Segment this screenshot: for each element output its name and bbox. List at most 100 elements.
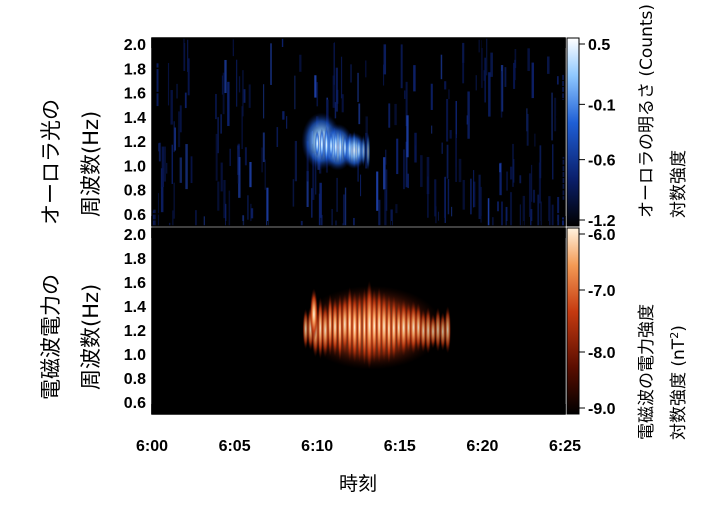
aurora-stripe [361, 134, 366, 167]
noise-streak [500, 71, 503, 118]
colorbar-tick-label: -6.0 [588, 227, 616, 244]
noise-streak [487, 198, 490, 226]
noise-streak [247, 195, 249, 220]
noise-streak [481, 40, 483, 88]
noise-streak [407, 173, 409, 189]
noise-streak [335, 67, 338, 112]
noise-streak [458, 158, 462, 183]
noise-streak [350, 64, 352, 83]
noise-streak [333, 42, 335, 85]
noise-streak [167, 63, 170, 106]
noise-streak [262, 132, 265, 163]
noise-streak [513, 62, 516, 89]
em-power-stripe [309, 288, 318, 341]
aurora-stripe [328, 132, 334, 159]
noise-streak [353, 217, 355, 226]
noise-streak [440, 54, 443, 80]
noise-streak [282, 111, 285, 120]
noise-streak [526, 113, 529, 146]
noise-streak [554, 97, 557, 132]
noise-streak [510, 166, 513, 180]
noise-streak [276, 127, 279, 147]
em-power-stripe [390, 295, 398, 361]
em-power-stripe [356, 291, 363, 363]
noise-streak [176, 83, 178, 99]
noise-streak [185, 144, 188, 190]
noise-streak [384, 189, 387, 226]
x-tick-label: 6:05 [219, 438, 251, 455]
noise-streak [294, 75, 296, 110]
noise-streak [385, 149, 387, 165]
noise-streak [547, 56, 550, 74]
noise-streak [492, 217, 494, 226]
noise-streak [157, 193, 160, 226]
noise-streak [357, 72, 359, 103]
noise-streak [223, 180, 226, 219]
noise-streak [383, 64, 385, 86]
noise-streak [388, 103, 391, 128]
noise-streak [435, 206, 437, 224]
noise-streak [261, 147, 263, 173]
noise-streak [340, 56, 343, 99]
noise-streak [478, 39, 480, 53]
noise-streak [266, 187, 269, 226]
noise-streak [431, 125, 433, 134]
noise-streak [406, 115, 409, 158]
noise-streak [158, 142, 161, 162]
noise-streak [528, 173, 532, 217]
noise-streak [562, 156, 565, 200]
top-colorbar-label-line2: 対数強度 [669, 150, 689, 218]
noise-streak [344, 187, 347, 226]
noise-streak [444, 176, 446, 223]
noise-streak [238, 157, 241, 198]
aurora-stripe [352, 130, 357, 169]
noise-streak [405, 81, 408, 127]
noise-streak [360, 174, 362, 197]
y-tick-label: 1.8 [124, 61, 146, 78]
noise-streak [221, 75, 224, 95]
noise-streak [557, 196, 560, 226]
noise-streak [376, 171, 379, 211]
noise-streak [341, 223, 344, 226]
noise-streak [437, 211, 440, 221]
noise-streak [556, 76, 559, 85]
noise-streak [532, 189, 536, 203]
noise-streak [187, 58, 190, 96]
bottom-colorbar-label-close: ) [669, 325, 689, 332]
y-tick-label: 1.4 [124, 110, 146, 127]
noise-streak [228, 190, 231, 226]
bottom-colorbar [566, 227, 580, 415]
noise-streak [161, 146, 165, 188]
noise-streak [519, 204, 521, 226]
noise-streak [390, 209, 393, 226]
noise-streak [300, 220, 303, 226]
noise-streak [314, 75, 317, 98]
noise-streak [426, 156, 430, 195]
noise-streak [530, 209, 533, 226]
colorbar-tick-label: -1.2 [588, 213, 616, 230]
em-power-stripe [409, 300, 418, 355]
noise-streak [470, 178, 472, 215]
em-power-stripe [351, 291, 359, 363]
noise-streak [385, 169, 388, 211]
noise-streak [179, 105, 182, 133]
noise-streak [217, 117, 219, 154]
noise-streak [190, 156, 193, 184]
noise-streak [395, 204, 398, 214]
noise-streak [172, 210, 174, 226]
noise-streak [173, 127, 176, 151]
noise-streak [311, 188, 313, 218]
noise-streak [203, 216, 205, 226]
noise-streak [334, 102, 337, 119]
noise-streak [473, 181, 476, 208]
noise-streak [522, 195, 526, 226]
y-tick-label: 1.2 [124, 323, 146, 340]
aurora-stripe [333, 130, 338, 163]
noise-streak [243, 89, 246, 103]
noise-streak [441, 142, 443, 154]
bottom-colorbar-label-main: 対数強度 (nT [669, 338, 689, 440]
noise-streak [217, 181, 220, 211]
y-tick-label: 1.0 [124, 158, 146, 175]
noise-streak [222, 72, 225, 115]
